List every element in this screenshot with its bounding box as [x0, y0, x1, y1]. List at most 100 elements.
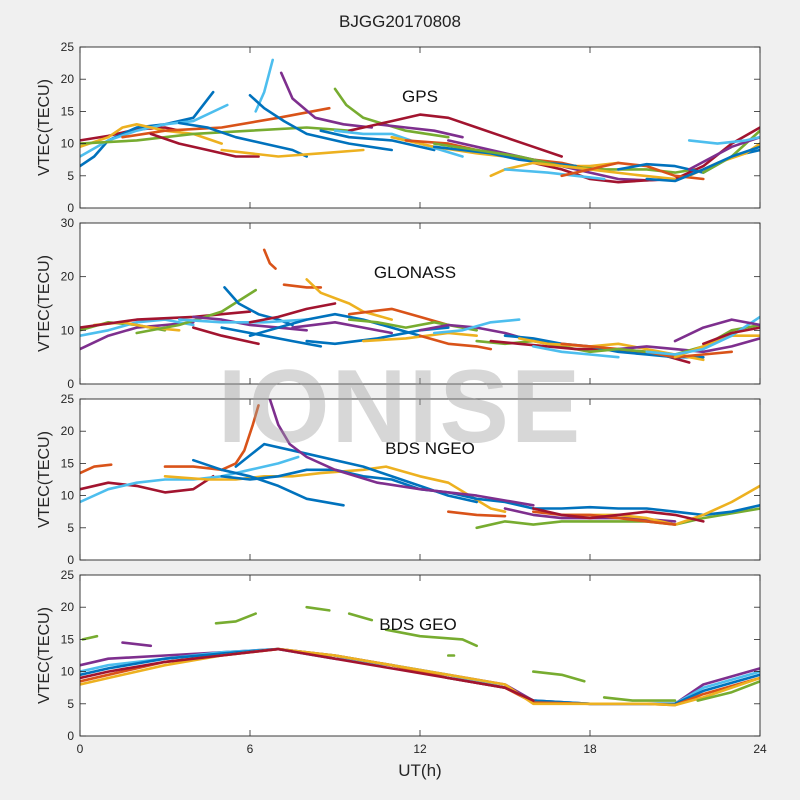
series-line-29: [531, 345, 620, 359]
series-line-14: [319, 129, 436, 152]
series-line-10: [177, 318, 309, 324]
series-line-13: [333, 87, 450, 139]
series-line-1: [81, 634, 99, 641]
series-line-1: [80, 320, 195, 351]
series-line-9: [254, 58, 275, 113]
series-line-35: [701, 326, 760, 346]
series-line-32: [645, 145, 760, 183]
series-line-7: [192, 315, 309, 332]
series-line-5: [347, 612, 374, 622]
series-line-17: [531, 507, 705, 523]
series-line-14: [80, 647, 535, 702]
series-line-13: [80, 647, 760, 707]
panel-label: BDS NGEO: [385, 439, 475, 458]
y-axis-label: VTEC(TECU): [36, 607, 53, 704]
series-line-17: [248, 312, 422, 338]
panel-label: GPS: [402, 87, 438, 106]
y-axis-label: VTEC(TECU): [36, 79, 53, 176]
series-line-21: [361, 331, 479, 343]
y-axis-label: VTEC(TECU): [36, 255, 53, 352]
series-line-15: [305, 278, 394, 321]
series-line-9: [234, 442, 479, 504]
y-tick-label: 20: [61, 72, 75, 86]
series-line-10: [248, 94, 394, 152]
series-line-16: [696, 679, 760, 702]
y-tick-label: 15: [61, 104, 75, 118]
y-tick-label: 30: [61, 216, 75, 230]
y-tick-label: 10: [61, 665, 75, 679]
series-line-8: [531, 670, 586, 683]
series-line-26: [560, 161, 705, 181]
series-line-15: [376, 123, 464, 139]
panel-bds-ngeo: 0 5 10 15 20 25 VTEC(TECU) BDS NGEO: [36, 392, 761, 567]
series-line-16: [291, 320, 394, 335]
series-group: [80, 58, 760, 184]
y-tick-label: 0: [67, 729, 74, 743]
series-line-31: [687, 135, 760, 145]
y-tick-label: 20: [61, 424, 75, 438]
series-line-19: [347, 307, 450, 327]
y-tick-label: 5: [67, 521, 74, 535]
series-line-34: [645, 315, 760, 356]
series-line-7: [192, 458, 345, 507]
x-tick-label: 18: [583, 742, 597, 756]
series-line-2: [80, 90, 215, 168]
axes-background: [80, 47, 760, 208]
y-tick-label: 15: [61, 632, 75, 646]
series-line-22: [418, 334, 493, 351]
series-line-8: [220, 468, 535, 510]
x-tick-label: 0: [77, 742, 84, 756]
series-line-2: [121, 641, 153, 648]
series-line-13: [503, 507, 677, 523]
y-tick-label: 25: [61, 40, 75, 54]
series-line-2: [80, 474, 215, 494]
y-tick-label: 25: [61, 392, 75, 406]
axes-background: [80, 223, 760, 384]
series-line-14: [531, 503, 760, 517]
series-line-25: [503, 168, 606, 181]
y-tick-label: 15: [61, 456, 75, 470]
series-line-3: [214, 612, 257, 625]
series-group: [80, 605, 760, 707]
panel-gps: 0 5 10 15 20 25 VTEC(TECU) GPS: [36, 40, 761, 215]
y-tick-label: 25: [61, 568, 75, 582]
series-line-8: [192, 326, 260, 346]
series-line-10: [268, 399, 535, 507]
y-tick-label: 10: [61, 489, 75, 503]
series-line-16: [347, 113, 564, 158]
y-tick-label: 20: [61, 270, 75, 284]
y-axis-label: VTEC(TECU): [36, 431, 53, 528]
y-tick-label: 10: [61, 137, 75, 151]
x-tick-label: 6: [247, 742, 254, 756]
x-tick-label: 24: [753, 742, 767, 756]
y-tick-label: 10: [61, 323, 75, 337]
y-tick-label: 5: [67, 169, 74, 183]
x-axis-label: UT(h): [398, 761, 441, 780]
series-line-1: [80, 463, 113, 475]
panel-glonass: 0 10 20 30 VTEC(TECU) GLONASS: [36, 216, 761, 391]
panel-label: GLONASS: [374, 263, 456, 282]
series-group: [80, 248, 760, 364]
x-tick-label: 12: [413, 742, 427, 756]
y-tick-label: 0: [67, 553, 74, 567]
series-line-8: [177, 121, 309, 158]
y-tick-label: 0: [67, 201, 74, 215]
series-line-11: [446, 510, 507, 518]
series-line-3: [80, 318, 195, 338]
series-line-12: [248, 302, 337, 324]
series-line-6: [220, 404, 260, 472]
series-group: [80, 399, 760, 530]
series-line-6: [384, 628, 479, 648]
figure-title: BJGG20170808: [339, 12, 461, 31]
panel-bds-geo: 0 6 12 18 24 0 5 10 15 20 25 VTEC(TECU) BDS GEO: [36, 568, 767, 756]
series-line-11: [279, 71, 374, 129]
series-line-13: [262, 248, 277, 270]
y-tick-label: 20: [61, 600, 75, 614]
y-tick-label: 5: [67, 697, 74, 711]
y-tick-label: 0: [67, 377, 74, 391]
series-line-12: [220, 148, 365, 158]
series-line-11: [220, 326, 323, 348]
series-line-15: [602, 696, 677, 702]
series-line-4: [305, 605, 331, 612]
